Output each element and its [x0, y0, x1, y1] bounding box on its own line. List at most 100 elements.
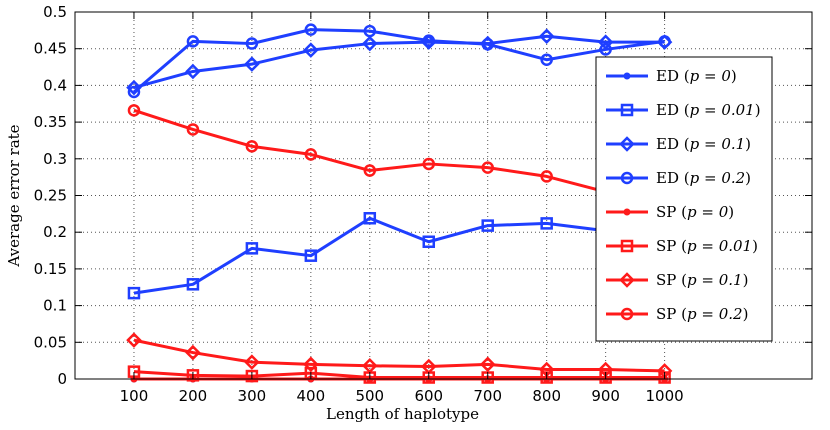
data-point	[186, 369, 200, 382]
series-2	[126, 28, 673, 96]
axes-frame	[74, 11, 813, 380]
x-tick-label: 400	[297, 387, 326, 405]
data-point	[540, 53, 553, 66]
data-point	[599, 43, 612, 56]
y-tick-label: 0.3	[43, 150, 67, 168]
data-point	[481, 219, 494, 232]
x-axis-title: Length of haplotype	[326, 405, 479, 423]
data-point	[479, 356, 496, 373]
series-line	[133, 108, 665, 196]
data-point	[540, 217, 553, 230]
data-point	[363, 164, 377, 177]
y-tick-label: 0	[57, 370, 67, 388]
legend-marker	[619, 272, 635, 288]
y-tick-label: 0.4	[43, 76, 67, 94]
series-line	[133, 34, 665, 90]
data-point	[186, 278, 200, 291]
data-point	[127, 286, 141, 300]
data-point	[185, 63, 201, 80]
data-point	[126, 332, 142, 348]
series-5	[127, 365, 671, 384]
x-tick-label: 900	[591, 387, 620, 405]
data-point	[245, 140, 259, 153]
data-point	[481, 161, 494, 174]
legend-marker	[620, 307, 634, 321]
data-point	[363, 212, 377, 225]
data-point	[304, 148, 318, 161]
series-line	[133, 338, 665, 373]
x-tick-label: 700	[473, 387, 502, 405]
data-point	[244, 56, 260, 72]
legend-entry: SP (p = 0.1)	[606, 271, 748, 289]
data-point	[422, 235, 436, 248]
x-tick-label: 200	[179, 387, 208, 405]
legend-entry: SP (p = 0.01)	[606, 237, 758, 255]
data-point	[303, 42, 319, 58]
x-tick-label: 800	[532, 387, 561, 405]
data-point	[658, 35, 671, 48]
data-point	[126, 79, 142, 96]
legend-entry: SP (p = 0)	[606, 203, 734, 221]
series-3	[127, 23, 671, 99]
data-point	[186, 35, 200, 48]
legend-entry: ED (p = 0.2)	[606, 169, 751, 187]
data-point	[185, 344, 201, 361]
y-tick-label: 0.25	[34, 187, 67, 205]
data-point	[245, 242, 259, 255]
legend-marker	[619, 136, 635, 152]
legend-marker	[620, 171, 634, 185]
legend-marker	[623, 72, 631, 80]
y-tick-label: 0.15	[34, 260, 67, 278]
legend: ED (p = 0) ED (p = 0.01) ED (p = 0.1) ED (p…	[595, 56, 773, 342]
legend-label: ED (p = 0.1)	[656, 135, 751, 153]
data-point	[540, 170, 553, 183]
y-tick-label: 0.2	[43, 223, 67, 241]
legend-label: SP (p = 0.1)	[656, 271, 748, 289]
legend-entry: ED (p = 0)	[606, 67, 737, 85]
data-point	[245, 369, 259, 383]
data-point	[303, 356, 319, 373]
data-point	[362, 35, 378, 52]
legend-label: ED (p = 0.2)	[656, 169, 751, 187]
legend-label: SP (p = 0.2)	[656, 305, 748, 323]
legend-label: SP (p = 0.01)	[656, 237, 758, 255]
axes: 0 0.05 0.1 0.15 0.2 0.25 0.3 0.35 0.4 0.45 0.5 100 2…	[34, 3, 813, 405]
y-tick-label: 0.5	[43, 3, 67, 21]
x-tick-label: 300	[238, 387, 267, 405]
data-point	[245, 37, 259, 50]
data-point	[422, 34, 436, 47]
data-point	[244, 354, 260, 370]
series-line	[133, 370, 665, 380]
legend-marker	[620, 103, 634, 117]
legend-box	[595, 56, 773, 342]
data-point	[481, 38, 494, 51]
x-tick-label: 100	[120, 387, 149, 405]
legend-marker	[620, 239, 634, 253]
legend-marker	[623, 208, 631, 216]
data-point	[538, 28, 555, 44]
legend-label: ED (p = 0)	[656, 67, 737, 85]
legend-label: SP (p = 0)	[656, 203, 734, 221]
series-line	[132, 28, 665, 94]
legend-label: ED (p = 0.01)	[656, 101, 761, 119]
data-point	[304, 249, 318, 262]
y-tick-label: 0.1	[43, 297, 67, 315]
legend-entry: ED (p = 0.1)	[606, 135, 751, 153]
series-line	[133, 216, 665, 295]
data-point	[363, 24, 377, 38]
legend-entry: SP (p = 0.2)	[606, 305, 748, 323]
x-tick-label: 500	[355, 387, 384, 405]
x-tick-label: 600	[414, 387, 443, 405]
y-axis-title: Average error rate	[5, 124, 23, 267]
y-tick-label: 0.35	[34, 113, 67, 131]
y-tick-label: 0.05	[34, 333, 67, 351]
data-point	[127, 85, 141, 99]
x-tick-label: 1000	[646, 387, 684, 405]
data-point	[304, 23, 318, 36]
data-point	[422, 157, 436, 171]
data-point	[127, 104, 141, 117]
data-point	[186, 123, 200, 136]
y-tick-label: 0.45	[34, 40, 67, 58]
legend-entry: ED (p = 0.01)	[606, 101, 761, 119]
